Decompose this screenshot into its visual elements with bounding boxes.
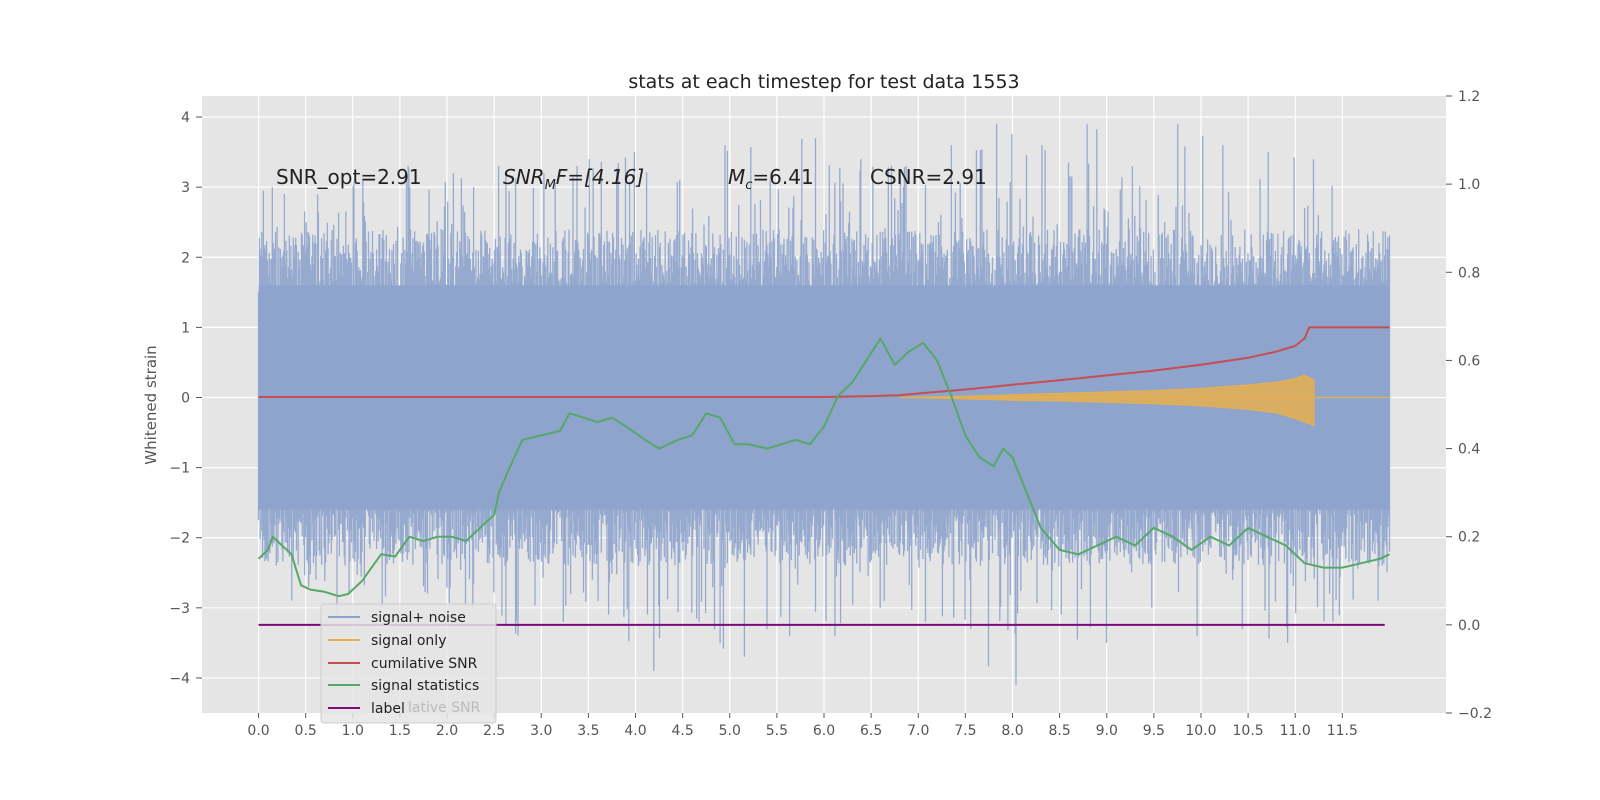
y-tick-label: −3 [169,601,190,617]
x-tick-label: 11.0 [1280,723,1311,739]
annotation-snr-mf-sub: M [545,178,556,193]
x-tick-label: 10.0 [1185,723,1216,739]
y-tick-label: −1 [169,461,190,477]
annotation-mc-base: M [728,165,745,189]
legend-overlap-text: lative SNR [408,700,481,716]
annotation-snr-mf-base: SNR [503,165,545,189]
y-tick-label: 0 [181,390,190,406]
annotation-snr-mf-rest: F=[4.16] [556,165,644,189]
signal-statistics-series [257,337,1390,598]
y2-tick-label: 0.4 [1458,442,1480,458]
legend-label-signal-only: signal only [371,633,446,649]
annotation-snr-mf: SNRMF=[4.16] [503,165,644,193]
y2-tick-label: 1.2 [1458,89,1480,105]
axes: 0.0 0.5 1.0 1.5 2.0 2.5 3.0 3.5 4.0 4.5 5.0 5.5 6.0 6… [169,89,1492,739]
x-tick-label: 4.5 [672,723,694,739]
x-tick-label: 5.0 [719,723,741,739]
x-tick-label: 0.0 [247,723,269,739]
annotation-chirp-mass: Mc=6.41 [728,165,814,193]
y-axis-label: Whitened strain [142,345,160,464]
x-tick-label: 9.0 [1096,723,1118,739]
x-tick-label: 2.0 [436,723,458,739]
x-tick-label: 4.0 [624,723,646,739]
annotation-mc-sub: c [745,178,752,193]
y-tick-label: 3 [181,180,190,196]
legend-label-signal-statistics: signal statistics [371,678,479,694]
legend-box [320,603,497,724]
x-tick-label: 5.5 [766,723,788,739]
x-tick-label: 6.0 [813,723,835,739]
x-tick-label: 9.5 [1143,723,1165,739]
x-tick-label: 1.5 [389,723,411,739]
y2-tick-label: 0.2 [1458,530,1480,546]
x-tick-label: 7.5 [954,723,976,739]
y2-tick-label: 1.0 [1458,177,1480,193]
x-tick-label: 7.0 [907,723,929,739]
y-tick-label: 2 [181,250,190,266]
chart-title: stats at each timestep for test data 155… [628,71,1019,93]
x-tick-label: 8.0 [1001,723,1023,739]
y2-tick-label: 0.6 [1458,353,1480,369]
x-tick-label: 0.5 [295,723,317,739]
signal-only-series [899,374,1315,427]
y-tick-label: −2 [169,531,190,547]
y2-tick-label: −0.2 [1458,706,1492,722]
legend-label-cumulative-snr: cumilative SNR [371,656,478,672]
x-tick-label: 1.0 [342,723,364,739]
x-tick-label: 3.0 [530,723,552,739]
legend: lative SNR signal+ noise signal only cum… [320,603,497,724]
legend-label-label: label [371,701,405,717]
x-tick-label: 11.5 [1327,723,1358,739]
y-tick-label: 1 [181,320,190,336]
legend-label-signal-noise: signal+ noise [371,610,466,626]
x-tick-label: 3.5 [577,723,599,739]
x-tick-label: 8.5 [1048,723,1070,739]
y2-tick-label: 0.0 [1458,618,1480,634]
annotation-csnr: CSNR=2.91 [870,165,987,189]
x-tick-label: 10.5 [1233,723,1264,739]
x-tick-label: 2.5 [483,723,505,739]
y-tick-label: 4 [181,110,190,126]
annotation-snr-opt: SNR_opt=2.91 [276,165,422,189]
y-tick-label: −4 [169,671,190,687]
y2-tick-label: 0.8 [1458,265,1480,281]
annotation-mc-rest: =6.41 [752,165,813,189]
cumulative-snr-series [258,326,1390,398]
x-tick-label: 6.5 [860,723,882,739]
